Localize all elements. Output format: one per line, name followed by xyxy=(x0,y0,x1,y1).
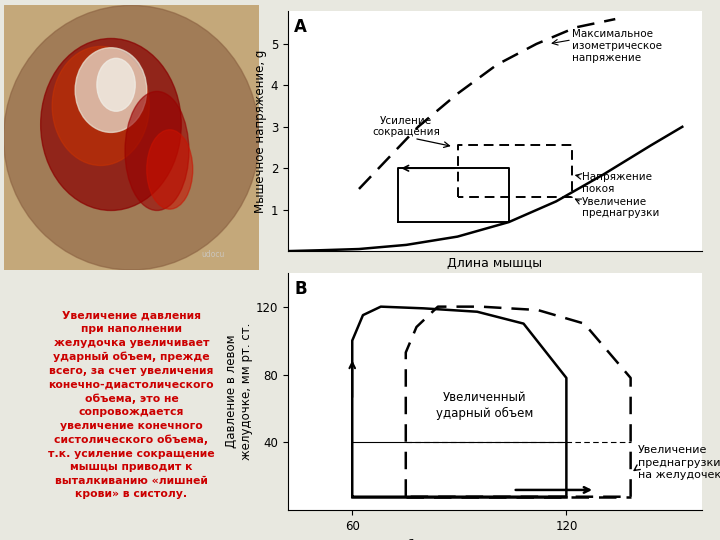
Y-axis label: Давление в левом
желудочке, мм рт. ст.: Давление в левом желудочке, мм рт. ст. xyxy=(225,323,253,460)
Text: Увеличение давления
при наполнении
желудочка увеличивает
ударный объем, прежде
в: Увеличение давления при наполнении желуд… xyxy=(48,310,215,500)
Text: Увеличение
преднагрузки: Увеличение преднагрузки xyxy=(582,197,659,218)
Ellipse shape xyxy=(97,58,135,111)
X-axis label: Длина мышцы: Длина мышцы xyxy=(447,256,543,269)
Text: udocu: udocu xyxy=(202,251,225,259)
Ellipse shape xyxy=(4,5,259,270)
Text: Максимальное
изометрическое
напряжение: Максимальное изометрическое напряжение xyxy=(572,30,662,63)
Ellipse shape xyxy=(40,38,181,211)
Ellipse shape xyxy=(125,91,189,211)
Text: Напряжение
покоя: Напряжение покоя xyxy=(582,172,652,193)
Ellipse shape xyxy=(52,46,149,165)
Text: Увеличение
преднагрузки
на желудочек: Увеличение преднагрузки на желудочек xyxy=(638,446,720,480)
Text: B: B xyxy=(294,280,307,298)
Text: Усиление
сокращения: Усиление сокращения xyxy=(372,116,440,137)
Text: A: A xyxy=(294,18,307,36)
Text: Увеличенный
ударный объем: Увеличенный ударный объем xyxy=(436,390,533,420)
X-axis label: Объем левого желудочка, мл: Объем левого желудочка, мл xyxy=(397,538,593,540)
Ellipse shape xyxy=(75,48,147,132)
Ellipse shape xyxy=(147,130,193,209)
Y-axis label: Мышечное напряжение, g: Мышечное напряжение, g xyxy=(253,49,266,213)
